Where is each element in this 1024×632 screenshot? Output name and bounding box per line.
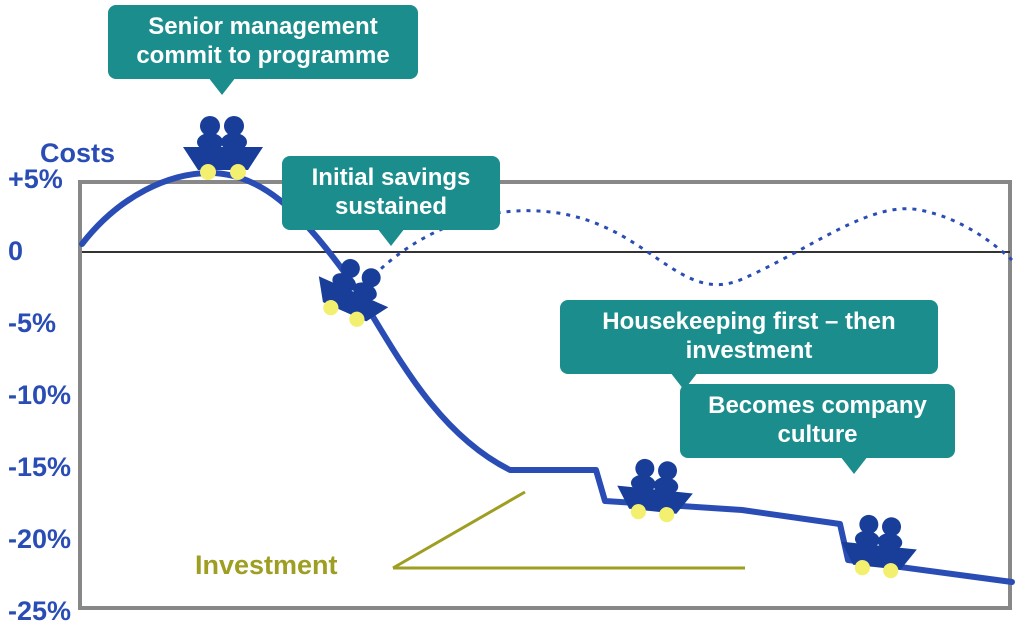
cart-icon [178,112,268,187]
callout-text: Initial savings [294,164,488,193]
callout-pointer [840,456,868,474]
diagram-canvas: Costs +5%0-5%-10%-15%-20%-25% Investment… [0,0,1024,632]
callout-senior: Senior managementcommit to programme [108,5,418,79]
callout-text: investment [572,337,926,366]
callout-text: sustained [294,193,488,222]
y-tick-label: -10% [8,380,71,411]
callout-text: commit to programme [120,42,406,71]
callout-text: culture [692,421,943,450]
y-tick-label: -25% [8,596,71,627]
callout-text: Housekeeping first – then [572,308,926,337]
callout-initial: Initial savingssustained [282,156,500,230]
y-tick-label: -15% [8,452,71,483]
callout-text: Senior management [120,13,406,42]
callout-housekeeping: Housekeeping first – theninvestment [560,300,938,374]
y-tick-label: -5% [8,308,56,339]
callout-text: Becomes company [692,392,943,421]
y-tick-label: 0 [8,236,23,267]
investment-label: Investment [195,550,338,581]
callout-pointer [377,228,405,246]
callout-culture: Becomes companyculture [680,384,955,458]
callout-pointer [208,77,236,95]
cart-icon [833,508,925,588]
y-tick-label: +5% [8,164,63,195]
y-tick-label: -20% [8,524,71,555]
cart-icon [609,452,701,532]
